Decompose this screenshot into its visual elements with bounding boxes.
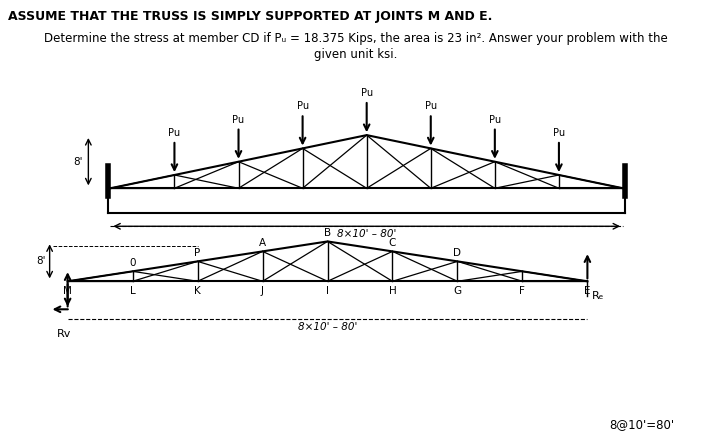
Text: 8': 8' [36, 256, 46, 266]
Text: 8×10' – 80': 8×10' – 80' [337, 229, 397, 239]
Text: I: I [326, 286, 329, 296]
Text: 0: 0 [130, 258, 136, 268]
Text: K: K [194, 286, 201, 296]
Text: 8@10'=80': 8@10'=80' [609, 418, 674, 431]
Text: 8×10' – 80': 8×10' – 80' [298, 323, 357, 332]
Text: L: L [130, 286, 135, 296]
Text: 8': 8' [73, 157, 83, 167]
Text: H: H [389, 286, 397, 296]
Text: Rv: Rv [56, 329, 70, 339]
Text: Pu: Pu [488, 115, 501, 124]
Text: Pu: Pu [424, 101, 437, 111]
Text: Determine the stress at member CD if Pᵤ = 18.375 Kips, the area is 23 in². Answe: Determine the stress at member CD if Pᵤ … [44, 32, 668, 45]
Text: Pu: Pu [296, 101, 309, 111]
Text: M: M [63, 286, 72, 296]
Text: Pu: Pu [360, 88, 373, 98]
Text: E: E [584, 286, 591, 296]
Text: Pu: Pu [232, 115, 245, 124]
Text: F: F [520, 286, 525, 296]
Text: given unit ksi.: given unit ksi. [314, 48, 398, 61]
Text: J: J [261, 286, 264, 296]
Text: G: G [454, 286, 461, 296]
Text: Rₑ: Rₑ [592, 291, 604, 301]
Text: D: D [454, 249, 461, 258]
Text: P: P [194, 249, 201, 258]
Text: Pu: Pu [553, 128, 565, 138]
Text: C: C [389, 238, 396, 249]
Text: B: B [324, 229, 331, 238]
Text: ASSUME THAT THE TRUSS IS SIMPLY SUPPORTED AT JOINTS M AND E.: ASSUME THAT THE TRUSS IS SIMPLY SUPPORTE… [8, 10, 493, 23]
Text: Pu: Pu [168, 128, 181, 138]
Text: A: A [259, 238, 266, 249]
